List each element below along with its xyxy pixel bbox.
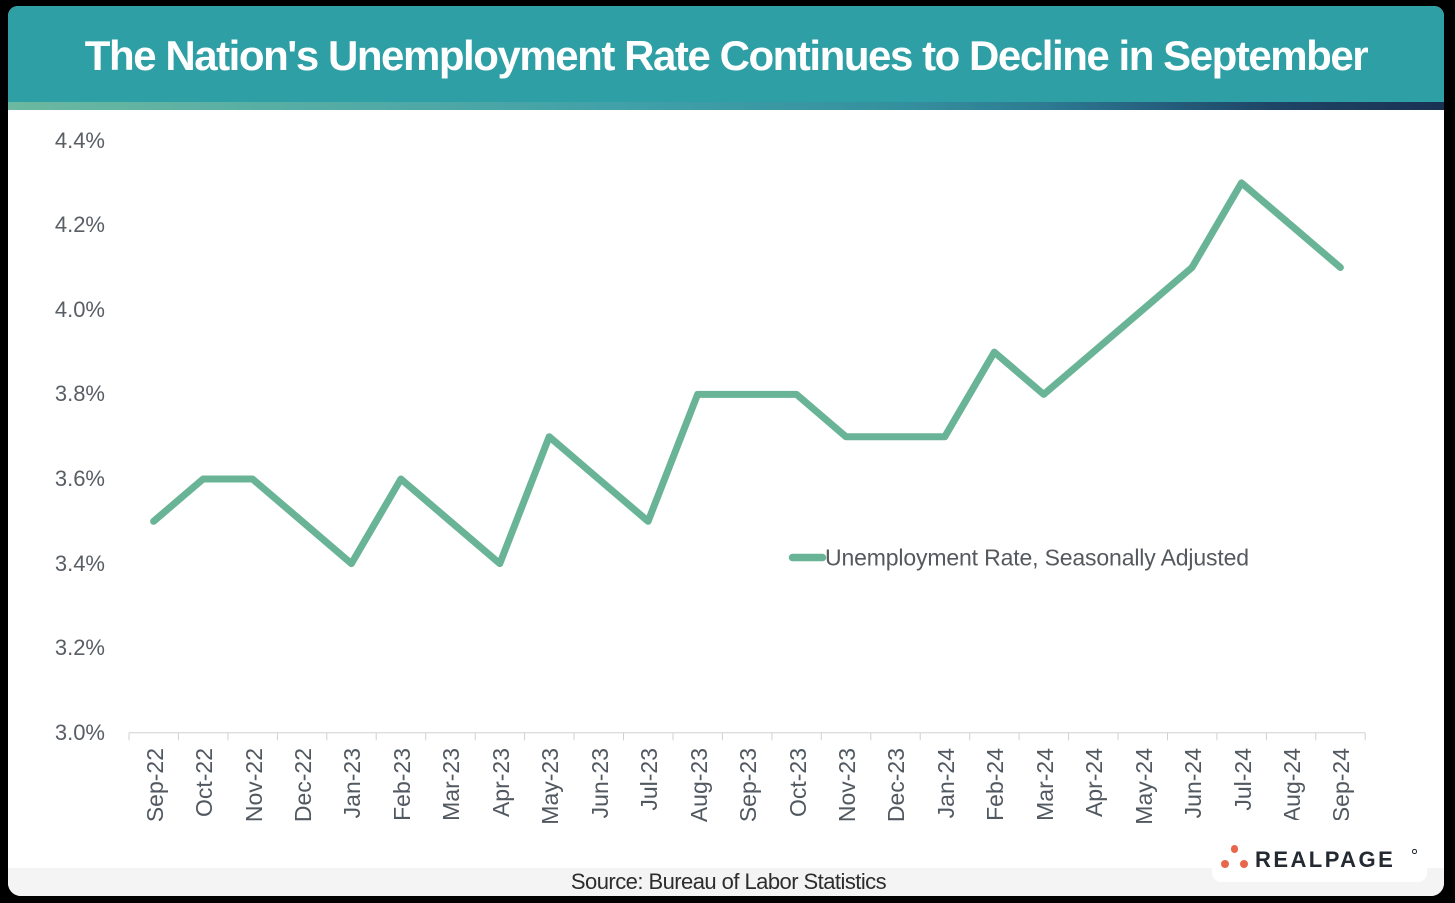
svg-text:Unemployment Rate, Seasonally: Unemployment Rate, Seasonally Adjusted (825, 544, 1249, 570)
